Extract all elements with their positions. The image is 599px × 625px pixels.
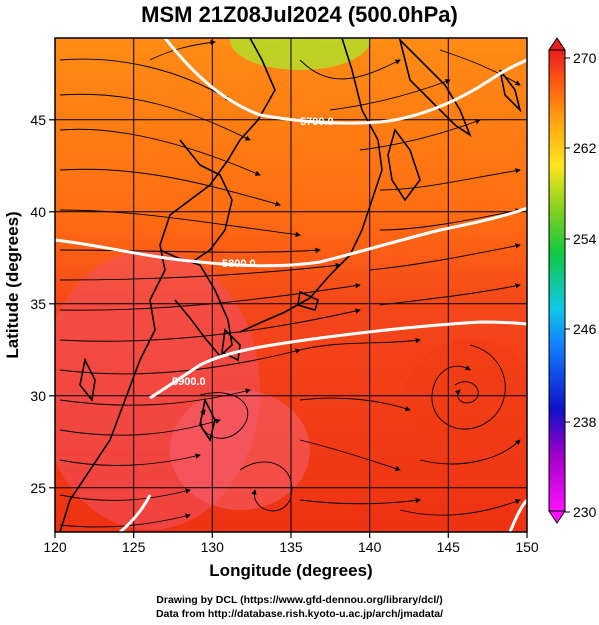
contour-label-5700: 5700.0 [300, 116, 334, 128]
wind-vectors [59, 39, 521, 528]
colorbar-tick-label: 270 [573, 50, 597, 66]
x-axis-label: Longitude (degrees) [209, 561, 372, 580]
colorbar-tick-label: 246 [573, 321, 597, 337]
x-tick-labels: 120 125 130 135 140 145 150 [43, 539, 539, 555]
y-tick-label: 25 [30, 480, 46, 496]
x-tick-label: 150 [515, 539, 539, 555]
y-tick-label: 35 [30, 296, 46, 312]
chart-title: MSM 21Z08Jul2024 (500.0hPa) [141, 2, 458, 27]
x-tick-label: 140 [358, 539, 382, 555]
x-tick-label: 145 [437, 539, 461, 555]
x-tick-label: 130 [201, 539, 225, 555]
y-tick-label: 30 [30, 388, 46, 404]
colorbar-tick-label: 254 [573, 231, 597, 247]
x-tick-label: 125 [122, 539, 146, 555]
colorbar-tick-label: 230 [573, 504, 597, 520]
contour-label-5900: 5900.0 [172, 376, 206, 388]
colorbar: 270 262 254 246 238 230 [548, 37, 597, 524]
colorbar-tick-label: 262 [573, 140, 597, 156]
axis-ticks [49, 119, 528, 538]
colorbar-tick-label: 238 [573, 414, 597, 430]
lat-lon-grid [55, 38, 527, 532]
y-tick-labels: 25 30 35 40 45 [30, 112, 46, 496]
x-tick-label: 135 [279, 539, 303, 555]
y-tick-label: 40 [30, 204, 46, 220]
contour-label-5800: 5800.0 [222, 258, 256, 270]
y-tick-label: 45 [30, 112, 46, 128]
contour-labels: 5700.0 5800.0 5900.0 [172, 116, 334, 388]
x-tick-label: 120 [43, 539, 67, 555]
height-contours [55, 38, 527, 532]
credits-drawing: Drawing by DCL (https://www.gfd-dennou.o… [156, 594, 443, 606]
y-axis-label: Latitude (degrees) [3, 211, 22, 358]
credits-data: Data from http://database.rish.kyoto-u.a… [155, 608, 444, 620]
